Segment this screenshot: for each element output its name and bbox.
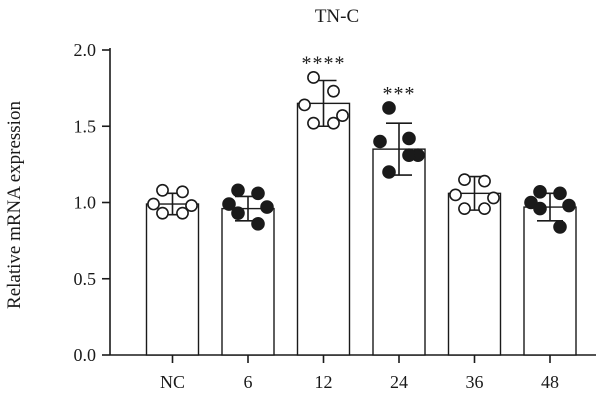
- data-point: [260, 200, 274, 214]
- data-point: [402, 131, 416, 146]
- data-point: [147, 197, 160, 211]
- bar: [523, 206, 577, 356]
- data-point: [533, 201, 547, 216]
- y-tick-label: 1.0: [74, 193, 97, 213]
- data-point: [327, 116, 340, 130]
- data-point: [327, 84, 340, 98]
- bar: [296, 102, 351, 356]
- data-point: [449, 188, 462, 202]
- data-point: [458, 202, 471, 215]
- data-point: [402, 148, 416, 163]
- data-point: [231, 183, 245, 198]
- data-point: [382, 165, 396, 179]
- data-point: [553, 220, 567, 234]
- data-point: [487, 191, 500, 205]
- significance-label: ****: [302, 52, 346, 74]
- data-point: [222, 197, 236, 211]
- chart-title: TN-C: [315, 6, 359, 27]
- data-point: [185, 199, 198, 212]
- data-point: [562, 198, 576, 213]
- y-axis-label: Relative mRNA expression: [4, 101, 25, 309]
- y-tick-label: 2.0: [74, 40, 97, 60]
- data-point: [156, 206, 169, 220]
- y-tick-label: 1.5: [74, 116, 97, 136]
- data-point: [176, 206, 189, 220]
- x-tick-label: 12: [315, 372, 333, 392]
- data-point: [251, 217, 265, 231]
- data-point: [478, 174, 491, 188]
- data-point: [307, 116, 320, 130]
- significance-label: ***: [383, 83, 416, 105]
- y-tick-label: 0.0: [74, 345, 97, 365]
- data-point: [553, 186, 567, 201]
- data-point: [156, 183, 169, 197]
- data-point: [478, 202, 491, 215]
- x-tick-label: 36: [466, 372, 484, 392]
- bar: [145, 203, 200, 356]
- data-point: [336, 109, 349, 122]
- x-tick-label: NC: [160, 372, 185, 392]
- data-point: [373, 134, 387, 149]
- bar: [447, 192, 502, 356]
- x-tick-label: 6: [244, 372, 253, 392]
- data-point: [382, 101, 396, 115]
- x-tick-label: 24: [390, 372, 408, 392]
- data-point: [458, 173, 471, 187]
- y-tick-label: 0.5: [74, 269, 97, 289]
- data-point: [533, 185, 547, 199]
- data-point: [231, 206, 245, 220]
- bar: [221, 207, 275, 356]
- plot-area: 0.0 0.5 1.0 1.5 2.0 NC 6 **** 12 *** 24 36 48: [74, 40, 596, 392]
- bar: [372, 148, 426, 356]
- data-point: [251, 186, 265, 201]
- data-point: [298, 98, 311, 112]
- data-point: [176, 185, 189, 199]
- x-tick-label: 48: [541, 372, 559, 392]
- data-point: [307, 71, 320, 84]
